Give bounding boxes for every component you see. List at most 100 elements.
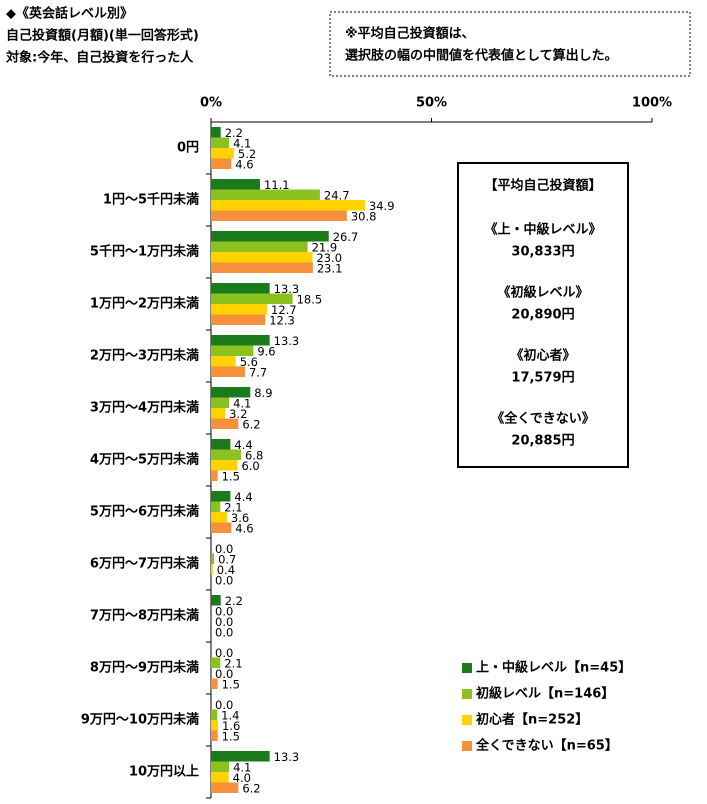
- summary-value: 30,833円: [511, 245, 574, 260]
- bar: [211, 501, 221, 512]
- value-label: 0.0: [215, 698, 233, 712]
- bar: [211, 449, 241, 460]
- legend-label: 初級レベル【n=146】: [476, 686, 614, 702]
- bar: [211, 408, 226, 419]
- y-tick-label: 7万円～8万円未満: [90, 608, 199, 624]
- y-tick-label: 9万円～10万円未満: [81, 712, 199, 728]
- value-label: 30.8: [351, 209, 377, 223]
- summary-label: 《上・中級レベル》: [484, 222, 601, 238]
- bar: [211, 210, 347, 221]
- note-box: [329, 11, 691, 77]
- value-label: 0.4: [217, 563, 235, 577]
- bar: [211, 564, 213, 575]
- value-label: 0.7: [218, 552, 236, 566]
- bar: [211, 356, 236, 367]
- value-label: 0.0: [215, 542, 233, 556]
- y-tick-label: 2万円～3万円未満: [90, 348, 199, 364]
- bar: [211, 460, 238, 471]
- bar: [211, 148, 234, 159]
- bar: [211, 231, 329, 242]
- value-label: 12.3: [269, 313, 295, 327]
- value-label: 7.7: [249, 365, 267, 379]
- y-tick-label: 0円: [177, 141, 199, 156]
- y-tick-label: 1万円～2万円未満: [90, 296, 199, 312]
- y-tick-label: 8万円～9万円未満: [90, 660, 199, 676]
- chart-subtitle: 自己投資額(月額)(単一回答形式): [6, 28, 199, 44]
- bar: [211, 252, 313, 263]
- value-label: 0.0: [215, 573, 233, 587]
- bar: [211, 553, 215, 564]
- summary-value: 20,890円: [511, 308, 574, 323]
- value-label: 8.9: [254, 386, 272, 400]
- value-label: 0.0: [215, 625, 233, 639]
- y-tick-label: 1円～5千円未満: [103, 192, 199, 208]
- value-label: 13.3: [274, 282, 300, 296]
- bar: [211, 179, 260, 190]
- value-label: 0.0: [215, 604, 233, 618]
- summary-label: 《初級レベル》: [497, 285, 588, 301]
- bar: [211, 678, 218, 689]
- bar: [211, 137, 230, 148]
- legend-swatch: [462, 663, 472, 673]
- value-label: 4.1: [233, 136, 251, 150]
- value-label: 23.1: [317, 261, 343, 275]
- value-label: 6.8: [245, 448, 263, 462]
- bar: [211, 491, 231, 502]
- bar: [211, 709, 218, 720]
- bar: [211, 730, 218, 741]
- bar: [211, 772, 229, 783]
- bar: [211, 189, 320, 200]
- y-tick-label: 3万円～4万円未満: [90, 400, 199, 416]
- value-label: 2.1: [224, 500, 242, 514]
- value-label: 1.6: [222, 719, 240, 733]
- y-tick-label: 4万円～5万円未満: [90, 452, 199, 468]
- bar: [211, 657, 221, 668]
- y-tick-label: 5千円～1万円未満: [90, 244, 199, 260]
- bar: [211, 418, 239, 429]
- value-label: 0.0: [215, 646, 233, 660]
- value-label: 2.2: [225, 594, 243, 608]
- bar: [211, 439, 231, 450]
- y-tick-label: 10万円以上: [129, 765, 199, 780]
- value-label: 34.9: [369, 199, 395, 213]
- value-label: 5.6: [240, 355, 258, 369]
- bar: [211, 761, 230, 772]
- bar: [211, 127, 221, 138]
- value-label: 4.6: [235, 521, 253, 535]
- x-tick-label: 50%: [416, 96, 447, 111]
- bar: [211, 387, 251, 398]
- chart-subtitle: 対象:今年、自己投資を行った人: [5, 50, 194, 66]
- value-label: 6.2: [242, 417, 260, 431]
- y-tick-label: 6万円～7万円未満: [90, 556, 199, 572]
- value-label: 5.2: [238, 147, 256, 161]
- bar: [211, 366, 245, 377]
- value-label: 21.9: [312, 240, 338, 254]
- value-label: 6.2: [242, 781, 260, 795]
- bar: [211, 283, 270, 294]
- note: ※平均自己投資額は、: [345, 26, 475, 42]
- bar: [211, 200, 365, 211]
- bar: [211, 304, 268, 315]
- value-label: 23.0: [316, 251, 342, 265]
- value-label: 11.1: [264, 178, 290, 192]
- value-label: 1.4: [221, 708, 239, 722]
- summary-value: 17,579円: [511, 371, 574, 386]
- value-label: 9.6: [257, 344, 275, 358]
- value-label: 18.5: [297, 292, 323, 306]
- legend-label: 初心者【n=252】: [476, 712, 588, 728]
- x-tick-label: 0%: [200, 96, 222, 111]
- value-label: 3.6: [231, 511, 249, 525]
- legend-label: 全くできない【n=65】: [475, 738, 618, 754]
- bar: [211, 314, 266, 325]
- bar: [211, 470, 218, 481]
- value-label: 3.2: [229, 407, 247, 421]
- x-tick-label: 100%: [632, 96, 672, 111]
- summary-label: 《初心者》: [510, 348, 575, 364]
- value-label: 24.7: [324, 188, 350, 202]
- value-label: 4.4: [234, 438, 252, 452]
- bar: [211, 397, 230, 408]
- value-label: 4.0: [233, 771, 251, 785]
- note: 選択肢の幅の中間値を代表値として算出した。: [345, 48, 618, 64]
